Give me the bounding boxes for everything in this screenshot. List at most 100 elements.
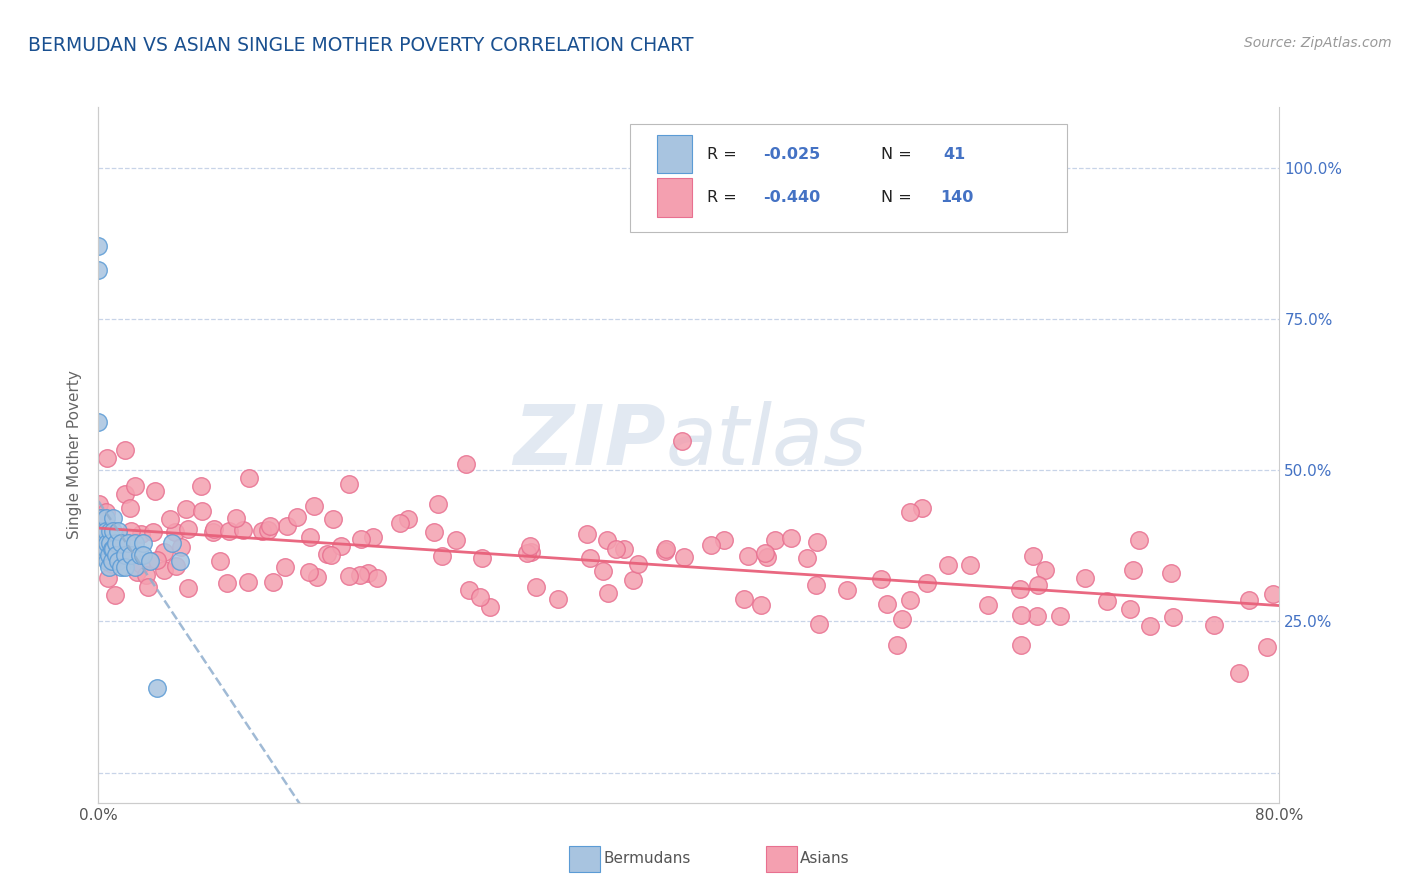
- Point: [124, 559, 146, 574]
- Point: [576, 527, 599, 541]
- Point: [754, 545, 776, 559]
- Point: [337, 568, 360, 582]
- Text: -0.440: -0.440: [763, 190, 821, 205]
- Point: [118, 500, 141, 515]
- Point: [89, 497, 111, 511]
- Point: [87, 239, 110, 253]
- FancyBboxPatch shape: [657, 136, 693, 173]
- Point: [90, 511, 112, 525]
- Point: [1033, 563, 1056, 577]
- Point: [700, 538, 723, 552]
- Text: N =: N =: [882, 147, 917, 161]
- Point: [959, 558, 981, 572]
- Point: [146, 681, 169, 695]
- Point: [890, 612, 912, 626]
- Point: [94, 530, 117, 544]
- Point: [886, 638, 908, 652]
- Point: [91, 548, 114, 562]
- Point: [357, 566, 380, 581]
- Point: [1118, 602, 1140, 616]
- Point: [388, 516, 411, 530]
- Point: [97, 559, 120, 574]
- Point: [1256, 640, 1278, 654]
- Point: [627, 557, 650, 571]
- Point: [1073, 571, 1095, 585]
- Point: [427, 498, 450, 512]
- Point: [101, 558, 124, 572]
- Point: [120, 524, 142, 538]
- Point: [100, 541, 122, 556]
- Point: [139, 554, 162, 568]
- Point: [898, 593, 921, 607]
- Point: [209, 554, 232, 568]
- Point: [804, 578, 827, 592]
- Point: [117, 535, 139, 549]
- Text: 140: 140: [941, 190, 974, 205]
- Point: [671, 434, 693, 448]
- Point: [751, 599, 773, 613]
- Point: [114, 548, 136, 562]
- Point: [256, 523, 278, 537]
- Text: Bermudans: Bermudans: [603, 852, 690, 866]
- Point: [276, 518, 298, 533]
- Point: [114, 559, 136, 574]
- Point: [654, 543, 676, 558]
- Text: -0.025: -0.025: [763, 147, 821, 161]
- Point: [1160, 566, 1182, 580]
- Point: [98, 524, 121, 538]
- Point: [262, 574, 284, 589]
- Point: [1202, 618, 1225, 632]
- Text: R =: R =: [707, 190, 741, 205]
- Point: [91, 535, 114, 549]
- Point: [329, 539, 352, 553]
- Point: [366, 571, 388, 585]
- Point: [299, 530, 322, 544]
- Text: Source: ZipAtlas.com: Source: ZipAtlas.com: [1244, 36, 1392, 50]
- Point: [807, 616, 830, 631]
- Point: [169, 554, 191, 568]
- Point: [103, 524, 125, 538]
- Point: [153, 563, 176, 577]
- Point: [190, 478, 212, 492]
- Point: [94, 524, 117, 538]
- Point: [128, 548, 150, 562]
- Point: [250, 524, 273, 539]
- Point: [322, 511, 344, 525]
- Point: [131, 557, 153, 571]
- Point: [97, 571, 120, 585]
- Point: [96, 535, 118, 549]
- Point: [516, 546, 538, 560]
- Point: [1263, 587, 1285, 601]
- Point: [835, 583, 858, 598]
- Point: [153, 544, 176, 558]
- Point: [432, 549, 454, 563]
- Point: [1049, 608, 1071, 623]
- Point: [202, 523, 225, 537]
- Point: [524, 581, 547, 595]
- Point: [1010, 638, 1032, 652]
- Text: R =: R =: [707, 147, 741, 161]
- Point: [285, 510, 308, 524]
- Point: [302, 499, 325, 513]
- Point: [579, 550, 602, 565]
- Point: [169, 540, 191, 554]
- Point: [104, 589, 127, 603]
- Point: [305, 570, 328, 584]
- Point: [596, 586, 619, 600]
- Point: [111, 544, 134, 558]
- Point: [1122, 563, 1144, 577]
- Point: [780, 531, 803, 545]
- Point: [177, 581, 200, 595]
- Point: [471, 551, 494, 566]
- Point: [350, 532, 373, 546]
- Point: [915, 576, 938, 591]
- Point: [613, 541, 636, 556]
- Point: [478, 599, 501, 614]
- Point: [1010, 582, 1032, 596]
- Point: [236, 574, 259, 589]
- Point: [103, 541, 125, 556]
- Point: [96, 554, 118, 568]
- Point: [655, 541, 678, 556]
- Point: [125, 565, 148, 579]
- Point: [457, 583, 479, 598]
